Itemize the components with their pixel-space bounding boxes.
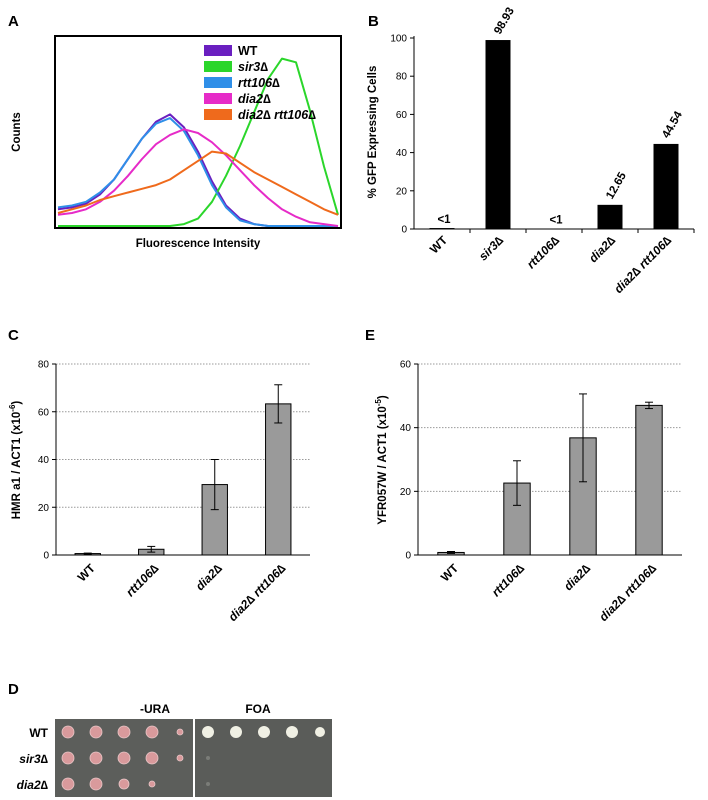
colony-spot (206, 756, 210, 760)
histogram-y-label: Counts (11, 112, 23, 152)
legend-label-1: sir3∆ (238, 60, 268, 74)
panel-label-e: E (365, 327, 375, 344)
yfr-category-label: rtt106∆ (489, 561, 528, 600)
colony-spot (176, 728, 184, 736)
gfp-y-tick-label: 20 (396, 186, 408, 197)
yfr-category-label: WT (438, 561, 462, 585)
colony-spot (89, 751, 103, 765)
colony-spot (230, 726, 242, 738)
yfr-category-label: dia2∆ (561, 561, 594, 594)
legend-swatch-2 (204, 77, 232, 88)
hmr-category-label: dia2∆ (193, 561, 226, 594)
legend-label-4: dia2∆ rtt106∆ (238, 108, 316, 122)
gfp-data-label: 12.65 (604, 170, 629, 201)
hmr-y-label: HMR a1 / ACT1 (x10-6) (8, 401, 23, 520)
colony-spot (206, 782, 210, 786)
yfr-y-tick-label: 20 (400, 487, 412, 498)
histogram-x-label: Fluorescence Intensity (136, 238, 261, 250)
hmr-y-tick-label: 20 (38, 503, 50, 514)
panel-label-a: A (8, 13, 19, 30)
hmr-category-label: rtt106∆ (123, 561, 162, 600)
gfp-category-label: dia2∆ (586, 233, 619, 266)
plate-row-dia2: dia2∆ (17, 778, 49, 792)
yfr-bar (635, 404, 663, 556)
colony-spot (61, 751, 75, 765)
gfp-data-label: 98.93 (492, 6, 517, 37)
colony-spot (145, 751, 159, 765)
plate-row-wt: WT (29, 726, 48, 740)
yfr-y-label: YFR057W / ACT1 (x10-5) (374, 395, 389, 525)
legend-swatch-0 (204, 45, 232, 56)
yfr-category-label: dia2∆ rtt106∆ (596, 561, 659, 624)
gfp-bar (485, 40, 511, 229)
gfp-category-label: rtt106∆ (524, 233, 563, 272)
legend-swatch-1 (204, 61, 232, 72)
gfp-y-tick-label: 0 (401, 225, 407, 236)
legend-label-2: rtt106∆ (238, 76, 280, 90)
gfp-y-tick-label: 100 (390, 34, 407, 45)
gfp-bar (653, 143, 679, 229)
gfp-y-tick-label: 40 (396, 148, 408, 159)
gfp-y-tick-label: 60 (396, 110, 408, 121)
colony-spot (118, 778, 130, 790)
hmr-category-label: WT (75, 561, 99, 585)
legend-label-0: WT (238, 44, 258, 58)
plate-header-ura: -URA (140, 702, 170, 716)
gfp-bar (597, 204, 623, 229)
gfp-data-label: <1 (549, 215, 563, 227)
colony-spot (89, 725, 103, 739)
legend-swatch-4 (204, 109, 232, 120)
colony-spot (286, 726, 298, 738)
gfp-category-label: WT (427, 233, 451, 257)
plate-header-foa: FOA (245, 702, 271, 716)
gfp-data-label: <1 (437, 214, 451, 226)
histogram-series-0 (57, 113, 338, 227)
legend-swatch-3 (204, 93, 232, 104)
gfp-data-label: 44.54 (660, 109, 685, 140)
colony-spot (148, 780, 156, 788)
yfr-y-tick-label: 60 (400, 360, 412, 371)
hmr-y-tick-label: 40 (38, 455, 50, 466)
histogram-panel: Counts Fluorescence Intensity WT sir3∆ rtt… (11, 35, 342, 250)
panel-label-b: B (368, 13, 379, 30)
hmr-y-tick-label: 0 (43, 551, 49, 562)
hmr-y-tick-label: 60 (38, 407, 50, 418)
colony-spot (315, 727, 325, 737)
colony-spot (258, 726, 270, 738)
colony-spot (145, 725, 159, 739)
yfr-y-tick-label: 40 (400, 423, 412, 434)
colony-spot (89, 777, 103, 791)
plate-row-sir3: sir3∆ (19, 752, 48, 766)
colony-spot (61, 777, 75, 791)
yfr-bar-panel: YFR057W / ACT1 (x10-5) 0 20 40 60 WT rtt106∆… (374, 360, 682, 624)
colony-spot (202, 726, 214, 738)
colony-spot (176, 754, 184, 762)
hmr-bar (265, 403, 292, 556)
histogram-frame (54, 35, 342, 229)
gfp-category-label: dia2∆ rtt106∆ (611, 233, 674, 296)
histogram-series-3 (57, 128, 339, 227)
histogram-series-2 (57, 117, 338, 227)
hmr-y-tick-label: 80 (38, 360, 50, 371)
gfp-y-tick-label: 80 (396, 72, 408, 83)
legend-label-3: dia2∆ (238, 92, 271, 106)
gfp-bar-panel: % GFP Expressing Cells 0 20 40 60 80 100 <1 WT… (367, 6, 695, 296)
colony-spot (117, 751, 131, 765)
hmr-bar-panel: HMR a1 / ACT1 (x10-6) 0 20 40 60 80 WT rtt106… (8, 360, 310, 624)
hmr-category-label: dia2∆ rtt106∆ (226, 561, 289, 624)
gfp-y-label: % GFP Expressing Cells (367, 66, 379, 199)
panel-label-d: D (8, 681, 19, 698)
histogram-series-1 (58, 57, 339, 227)
spot-assay-panel: -URA FOA WT sir3∆ dia2∆ (17, 702, 332, 797)
colony-spot (117, 725, 131, 739)
gfp-bar (429, 228, 455, 229)
yfr-y-tick-label: 0 (405, 551, 411, 562)
panel-label-c: C (8, 327, 19, 344)
colony-spot (61, 725, 75, 739)
gfp-category-label: sir3∆ (476, 233, 507, 264)
histogram-series-4 (57, 150, 339, 216)
